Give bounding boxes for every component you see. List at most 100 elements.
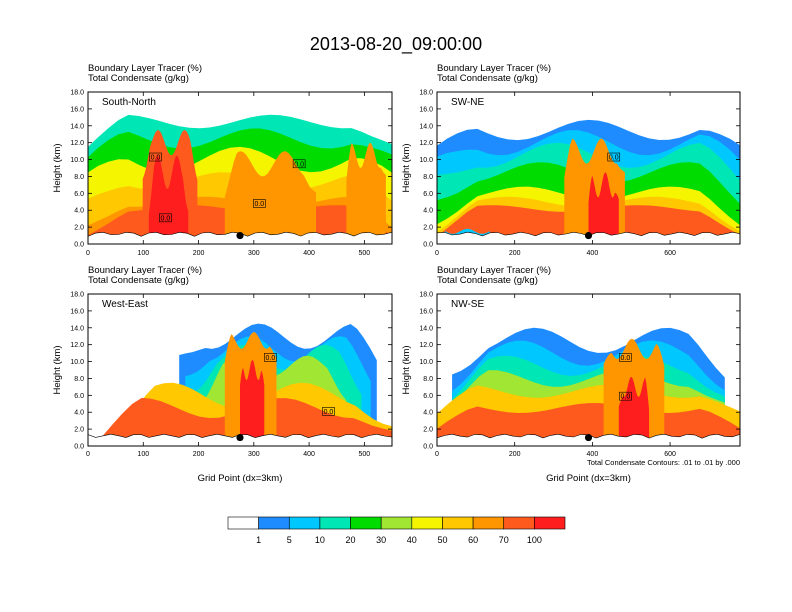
colorbar-swatch xyxy=(258,516,290,530)
y-tick-label: 2.0 xyxy=(423,225,433,232)
tracer-shading xyxy=(437,327,740,446)
panel-header-tracer: Boundary Layer Tracer (%) xyxy=(88,63,202,74)
panel-header-condensate: Total Condensate (g/kg) xyxy=(88,73,189,84)
panel-sw-ne: Boundary Layer Tracer (%)Total Condensat… xyxy=(401,63,741,257)
y-tick-label: 18.0 xyxy=(70,90,84,97)
x-tick-label: 200 xyxy=(193,250,205,257)
plot-frame xyxy=(87,293,393,447)
x-tick-label: 0 xyxy=(86,451,90,458)
x-tick-label: 600 xyxy=(664,250,676,257)
station-marker xyxy=(584,433,593,442)
y-tick-label: 12.0 xyxy=(70,342,84,349)
y-axis-label: Height (km) xyxy=(52,345,63,394)
plot-frame xyxy=(87,91,393,245)
y-tick-label: 16.0 xyxy=(70,106,84,113)
plot-frame xyxy=(436,293,741,447)
colorbar-label: 5 xyxy=(287,535,292,545)
colorbar-label: 70 xyxy=(499,535,509,545)
y-tick-label: 10.0 xyxy=(70,359,84,366)
contour-label-box xyxy=(292,159,306,169)
y-tick-label: 10.0 xyxy=(419,157,433,164)
y-tick-label: 16.0 xyxy=(419,308,433,315)
y-tick-label: 16.0 xyxy=(70,308,84,315)
x-tick-label: 200 xyxy=(509,250,521,257)
panel-header-condensate: Total Condensate (g/kg) xyxy=(437,73,538,84)
y-tick-label: 0.0 xyxy=(423,444,433,451)
colorbar-label: 20 xyxy=(346,535,356,545)
y-tick-label: 14.0 xyxy=(70,123,84,130)
colorbar: 1 5 10 20 30 40 50 60 70 100 xyxy=(227,516,566,545)
colorbar-label: 10 xyxy=(315,535,325,545)
contour-label: 0.0 xyxy=(621,394,631,401)
y-tick-label: 12.0 xyxy=(70,140,84,147)
shade-layer xyxy=(588,172,619,244)
contour-label: 0.0 xyxy=(621,355,631,362)
y-tick-label: 14.0 xyxy=(419,123,433,130)
y-tick-label: 8.0 xyxy=(423,174,433,181)
colorbar-swatch xyxy=(503,516,535,530)
x-tick-label: 400 xyxy=(303,451,315,458)
shade-layer xyxy=(240,360,265,446)
x-tick-label: 200 xyxy=(193,451,205,458)
y-tick-label: 0.0 xyxy=(74,242,84,249)
colorbar-swatch xyxy=(350,516,382,530)
y-axis-label: Height (km) xyxy=(52,143,63,192)
panel-header-tracer: Boundary Layer Tracer (%) xyxy=(437,265,551,276)
colorbar-label: 60 xyxy=(468,535,478,545)
y-tick-label: 18.0 xyxy=(70,292,84,299)
y-tick-label: 8.0 xyxy=(423,376,433,383)
station-marker xyxy=(236,231,244,240)
y-tick-label: 14.0 xyxy=(70,325,84,332)
panel-name: NW-SE xyxy=(451,299,484,310)
x-tick-label: 600 xyxy=(664,451,676,458)
tracer-shading xyxy=(88,114,392,244)
contour-label: 0.0 xyxy=(151,155,161,162)
x-tick-label: 0 xyxy=(435,250,439,257)
x-tick-label: 400 xyxy=(587,451,599,458)
y-tick-label: 12.0 xyxy=(419,140,433,147)
x-tick-label: 0 xyxy=(86,250,90,257)
contour-label: 0.0 xyxy=(324,409,334,416)
contour-label: 0.0 xyxy=(294,161,304,168)
colorbar-label: 40 xyxy=(407,535,417,545)
shade-layer xyxy=(224,151,316,244)
y-tick-label: 4.0 xyxy=(74,410,84,417)
y-tick-label: 4.0 xyxy=(423,410,433,417)
contour-label-box xyxy=(607,152,621,162)
y-tick-label: 16.0 xyxy=(419,106,433,113)
panel-name: SW-NE xyxy=(451,97,484,108)
panel-name: West-East xyxy=(102,299,148,310)
tracer-shading xyxy=(437,119,740,244)
y-tick-label: 2.0 xyxy=(74,427,84,434)
y-tick-label: 10.0 xyxy=(419,359,433,366)
x-tick-label: 300 xyxy=(248,451,260,458)
contour-label: 0.0 xyxy=(266,355,276,362)
y-tick-label: 18.0 xyxy=(419,90,433,97)
panel-nw-se: Boundary Layer Tracer (%)Total Condensat… xyxy=(401,265,741,484)
plot-frame xyxy=(436,91,741,245)
x-tick-label: 0 xyxy=(435,451,439,458)
contour-label-box xyxy=(322,407,335,416)
contour-note: Total Condensate Contours: .01 to .01 by… xyxy=(587,458,740,467)
x-tick-label: 100 xyxy=(137,250,149,257)
colorbar-swatch xyxy=(319,516,351,530)
station-marker xyxy=(584,231,593,240)
colorbar-swatch xyxy=(380,516,413,530)
panel-header-condensate: Total Condensate (g/kg) xyxy=(437,275,538,286)
y-tick-label: 0.0 xyxy=(423,242,433,249)
y-tick-label: 4.0 xyxy=(423,208,433,215)
y-tick-label: 0.0 xyxy=(74,444,84,451)
contour-label: 0.0 xyxy=(254,201,264,208)
panel-name: South-North xyxy=(102,97,156,108)
contour-label-box xyxy=(159,213,172,223)
x-tick-label: 400 xyxy=(303,250,315,257)
colorbar-swatch xyxy=(288,516,321,530)
colorbar-label: 30 xyxy=(376,535,386,545)
colorbar-swatch xyxy=(442,516,474,530)
colorbar-label: 100 xyxy=(527,535,542,545)
y-axis-label: Height (km) xyxy=(401,345,412,394)
y-tick-label: 10.0 xyxy=(70,157,84,164)
panel-header-tracer: Boundary Layer Tracer (%) xyxy=(88,265,202,276)
x-tick-label: 200 xyxy=(509,451,521,458)
